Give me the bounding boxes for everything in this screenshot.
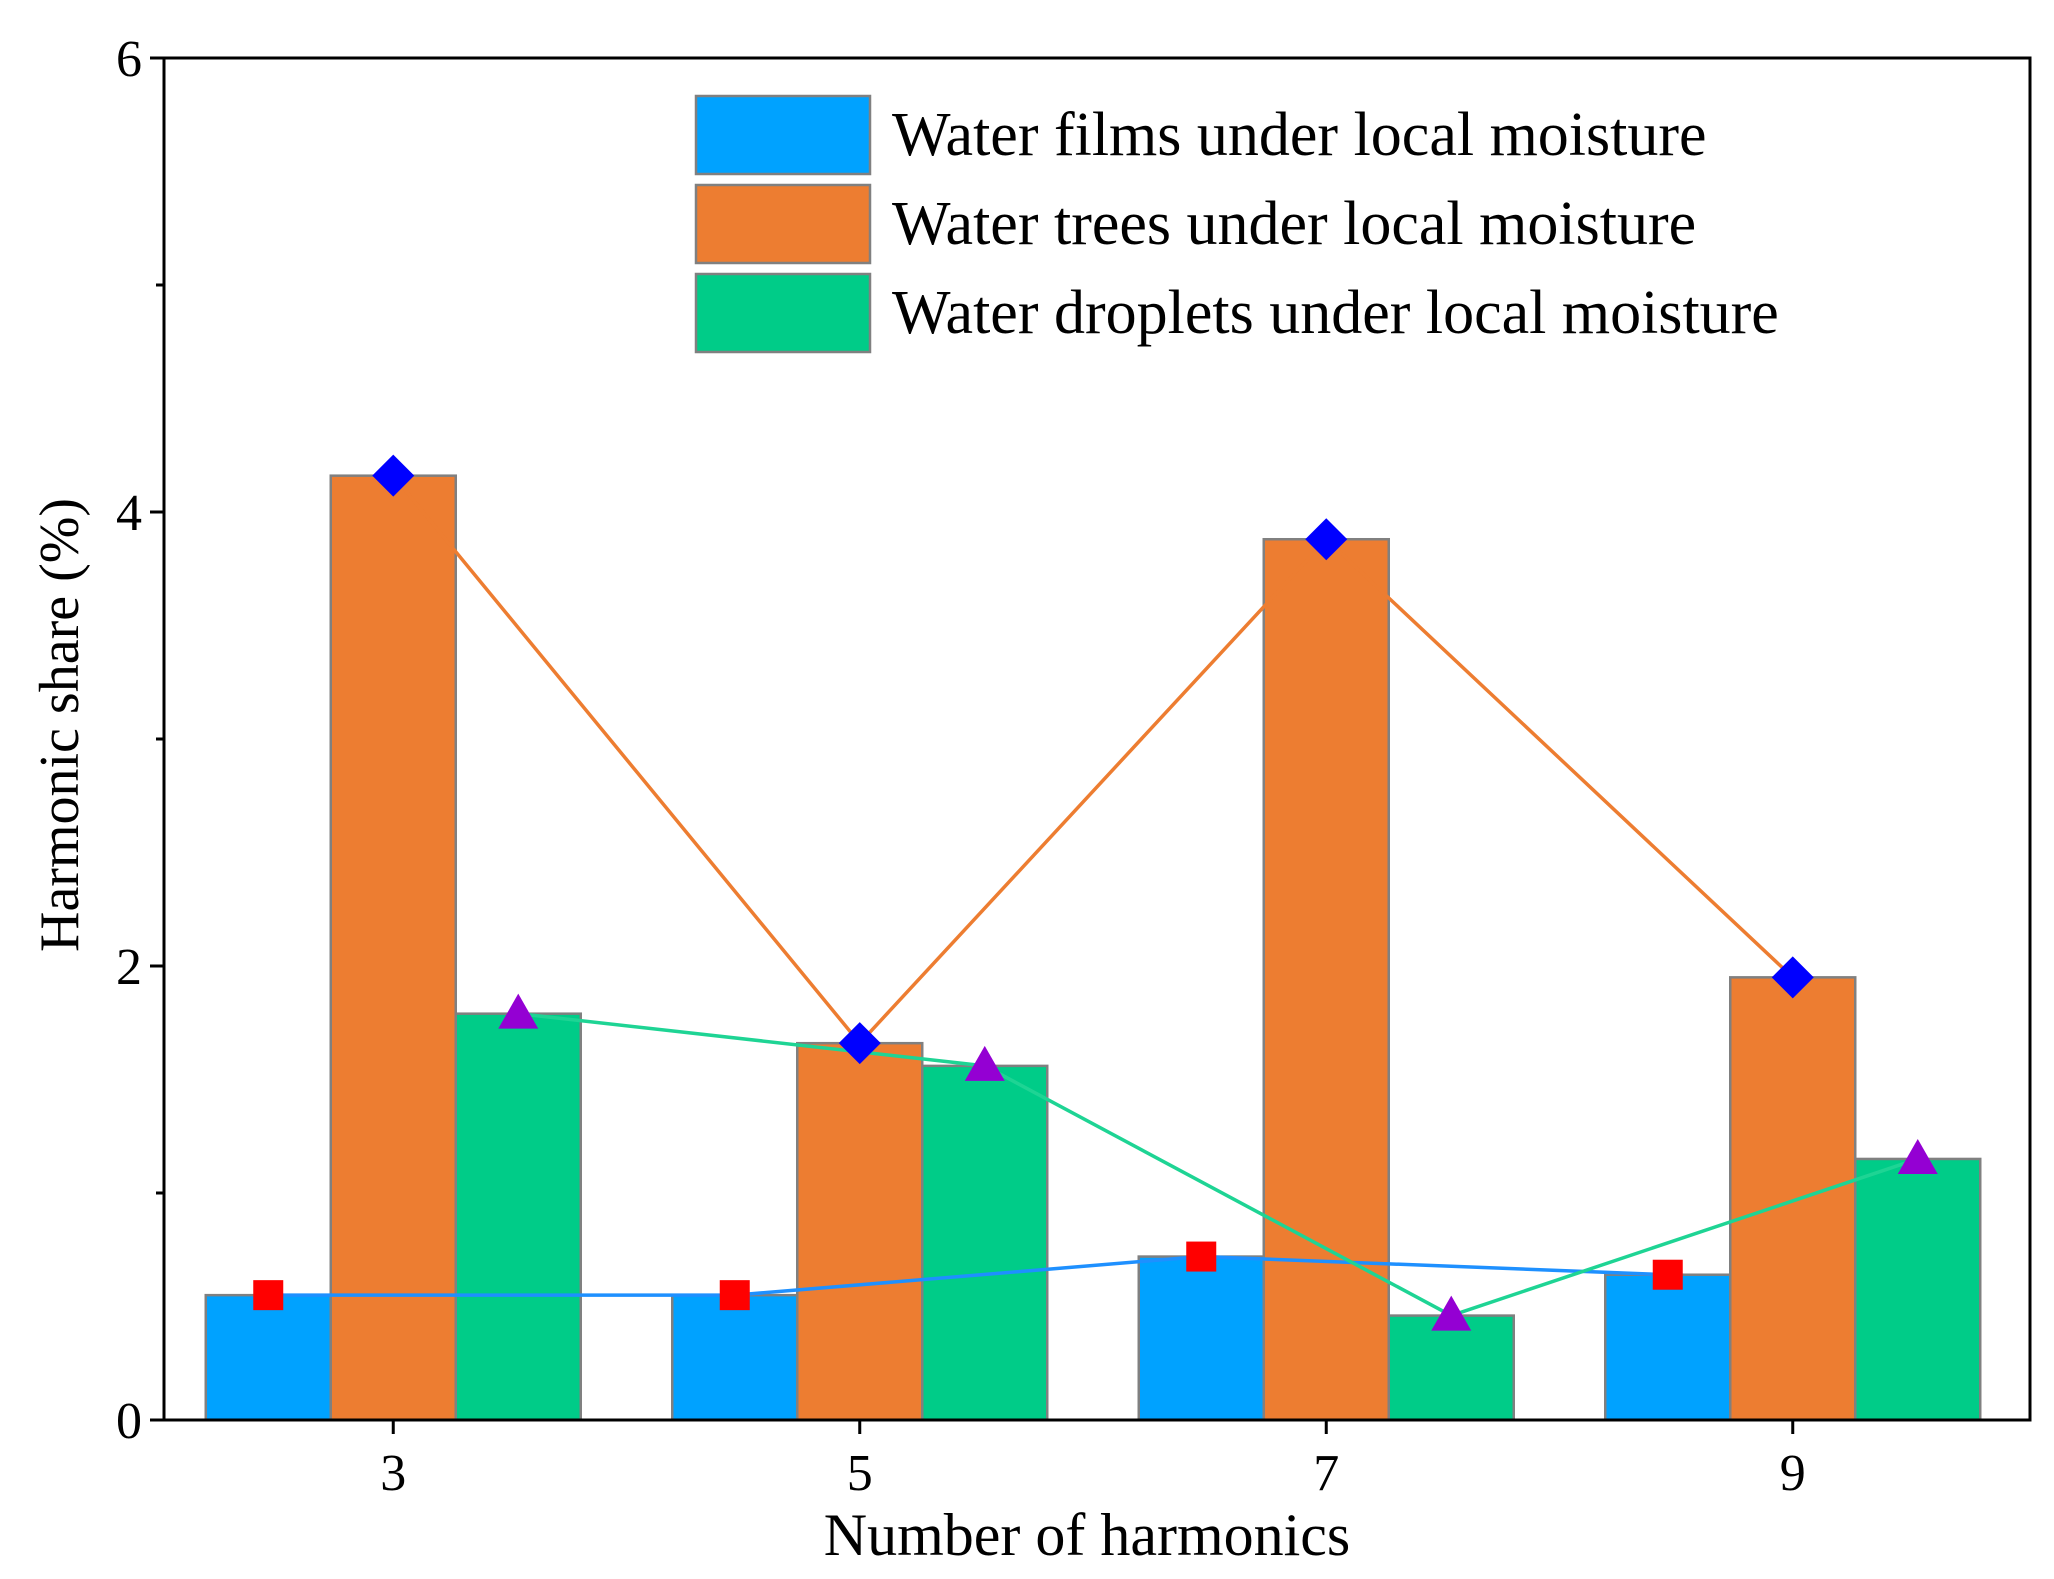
x-axis-label: Number of harmonics (824, 1502, 1351, 1568)
series-line-droplets (518, 1011, 1919, 1318)
bar-films-9 (1604, 1273, 1732, 1422)
bar-droplets-5 (921, 1064, 1049, 1422)
bar-droplets-7 (1387, 1314, 1515, 1422)
bars-layer (204, 474, 1982, 1422)
legend-swatch-droplets (694, 272, 872, 354)
bar-films-5 (671, 1293, 799, 1422)
legend-swatch-trees (694, 183, 872, 265)
series-line-films (268, 1254, 1668, 1297)
marker-films-9 (1652, 1259, 1683, 1290)
marker-films-7 (1186, 1241, 1217, 1272)
lines-layer (268, 474, 1919, 1318)
marker-trees-5 (838, 1022, 881, 1065)
y-tick-label-4: 4 (116, 485, 142, 542)
bar-droplets-3 (454, 1012, 582, 1422)
marker-films-3 (253, 1280, 284, 1311)
marker-trees-7 (1305, 518, 1348, 561)
y-tick-label-6: 6 (116, 31, 142, 88)
x-axis: 3 5 7 9 (380, 1420, 1806, 1502)
bar-trees-3 (329, 474, 457, 1422)
x-tick-label-7: 7 (1313, 1445, 1339, 1502)
markers-layer (253, 454, 1938, 1331)
y-axis-label: Harmonic share (%) (29, 498, 91, 952)
legend-swatch-films (694, 94, 872, 176)
marker-trees-3 (372, 454, 415, 497)
marker-droplets-5 (964, 1045, 1005, 1081)
bar-films-7 (1137, 1255, 1265, 1422)
legend: Water films under local moisture Water tr… (694, 94, 1779, 354)
bar-trees-7 (1262, 537, 1390, 1422)
marker-droplets-7 (1431, 1295, 1472, 1331)
series-line-trees (391, 474, 1794, 1046)
marker-droplets-3 (498, 993, 539, 1029)
legend-label-films: Water films under local moisture (892, 101, 1707, 169)
legend-label-droplets: Water droplets under local moisture (892, 279, 1779, 347)
x-tick-label-9: 9 (1780, 1445, 1806, 1502)
marker-films-5 (719, 1280, 750, 1311)
marker-droplets-9 (1897, 1138, 1938, 1174)
bar-trees-5 (796, 1041, 924, 1422)
x-tick-label-5: 5 (847, 1445, 873, 1502)
y-tick-label-2: 2 (116, 939, 142, 996)
y-axis: 0 2 4 6 (116, 31, 164, 1450)
legend-label-trees: Water trees under local moisture (892, 190, 1696, 258)
bar-droplets-9 (1854, 1157, 1982, 1422)
x-tick-label-3: 3 (380, 1445, 406, 1502)
marker-trees-9 (1771, 956, 1814, 999)
y-tick-label-0: 0 (116, 1393, 142, 1450)
bar-trees-9 (1729, 976, 1857, 1422)
bar-films-3 (204, 1293, 332, 1422)
